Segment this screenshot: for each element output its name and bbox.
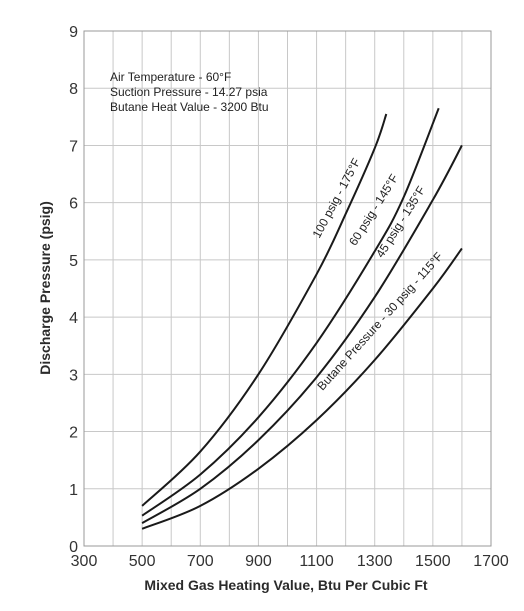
y-tick-label-7: 7 (69, 138, 78, 155)
x-tick-label-300: 300 (71, 553, 98, 570)
series-line-100-psig-175-f (141, 113, 388, 507)
curves (141, 107, 463, 530)
x-tick-label-1300: 1300 (357, 553, 393, 570)
y-tick-label-6: 6 (69, 196, 78, 213)
note-butane-heat-value: Butane Heat Value - 3200 Btu (110, 100, 269, 114)
y-tick-label-9: 9 (69, 24, 78, 41)
series-line-butane-pressure-30-psig-115-f (141, 247, 463, 530)
x-axis-title: Mixed Gas Heating Value, Btu Per Cubic F… (144, 577, 428, 593)
grid (84, 31, 491, 546)
y-tick-label-4: 4 (69, 310, 78, 327)
x-tick-label-1700: 1700 (473, 553, 509, 570)
x-tick-label-700: 700 (187, 553, 214, 570)
y-tick-label-5: 5 (69, 253, 78, 270)
y-tick-label-3: 3 (69, 367, 78, 384)
y-tick-label-1: 1 (69, 482, 78, 499)
note-air-temperature: Air Temperature - 60°F (110, 70, 231, 84)
notes: Air Temperature - 60°F Suction Pressure … (110, 70, 269, 114)
x-tick-label-500: 500 (129, 553, 156, 570)
y-tick-label-0: 0 (69, 539, 78, 556)
series-line-45-psig-135-f (141, 144, 463, 524)
y-tick-label-8: 8 (69, 81, 78, 98)
plot-frame (83, 30, 492, 547)
note-suction-pressure: Suction Pressure - 14.27 psia (110, 85, 268, 99)
x-tick-label-1500: 1500 (415, 553, 451, 570)
curve-label-butane-pressure: Butane Pressure - 30 psig - 115°F (314, 250, 445, 394)
series-line-60-psig-145-f (141, 107, 440, 517)
y-tick-label-2: 2 (69, 425, 78, 442)
y-axis-title: Discharge Pressure (psig) (37, 201, 53, 375)
tick-labels: 300 500 700 900 1100 1300 1500 1700 0 1 2 3 4 5 6 7 8 9 (69, 24, 509, 570)
x-tick-label-900: 900 (245, 553, 272, 570)
x-tick-label-1100: 1100 (299, 553, 334, 570)
